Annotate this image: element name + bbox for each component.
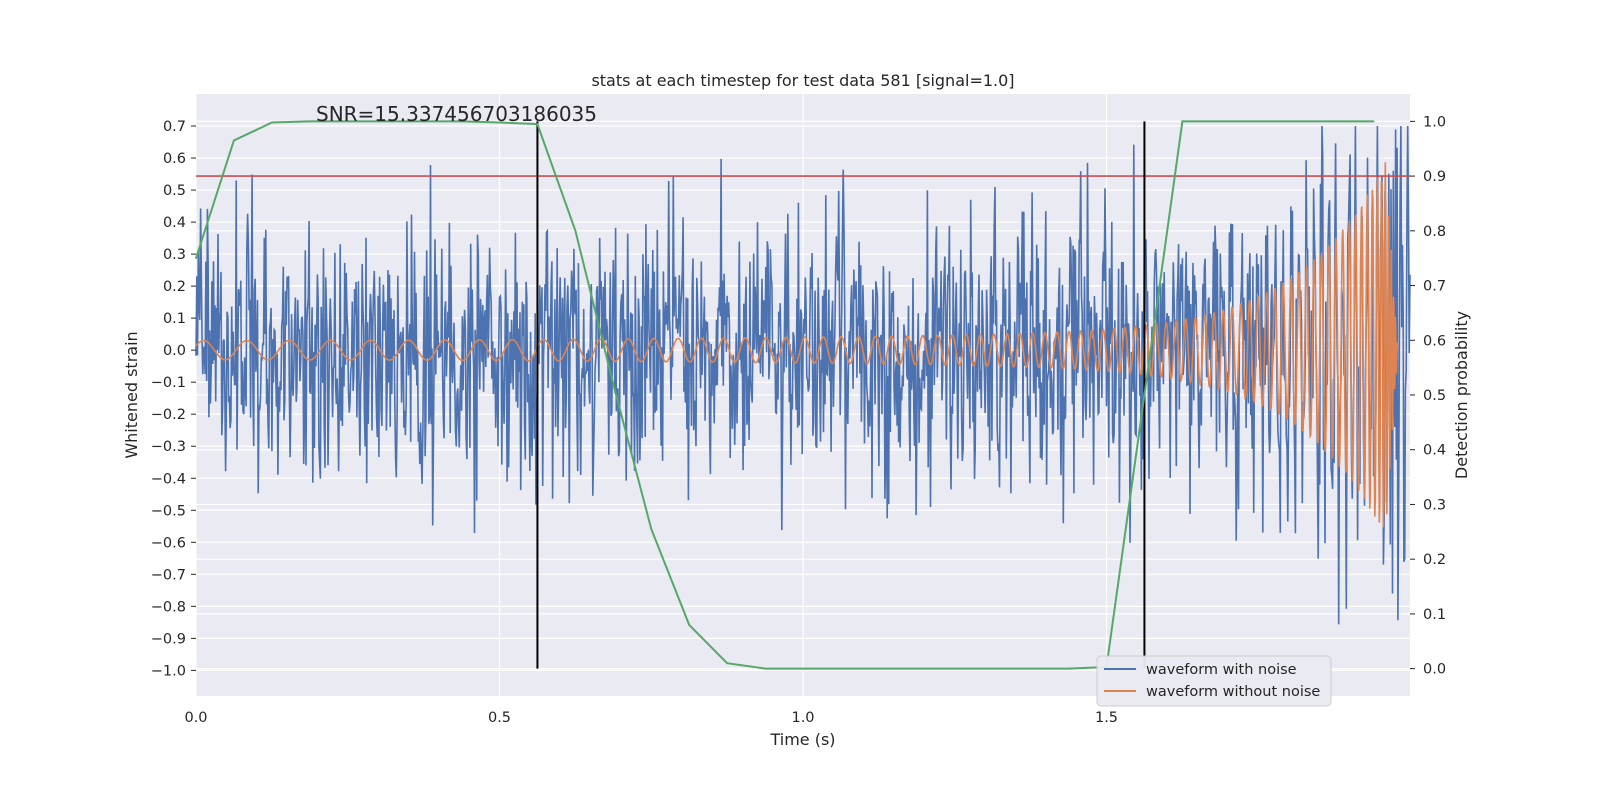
legend: waveform with noise waveform without noi… [1096,655,1332,707]
y-right-tick-label: 0.3 [1423,497,1446,513]
detection-probability-point [384,120,387,123]
y-left-tick-label: −0.1 [151,375,186,391]
detection-probability-point [764,667,766,670]
y-left-tick-label: 0.4 [163,215,186,231]
detection-probability-point [1219,120,1222,123]
detection-probability-point [233,139,235,142]
legend-label-waveform-with-noise: waveform with noise [1146,662,1297,678]
detection-probability-point [1257,120,1260,123]
x-axis-label: Time (s) [769,730,835,749]
detection-probability-point [1181,120,1184,123]
legend-label-waveform-without-noise: waveform without noise [1146,684,1320,700]
detection-probability-point [612,383,615,385]
y-left-tick-labels: 0.7 0.6 0.5 0.4 0.3 0.2 0.1 0.0 −0.1 −0.2 −0.3 −0.4… [151,119,196,679]
y-right-tick-labels: 1.0 0.9 0.8 0.7 0.6 0.5 0.4 0.3 0.2 0.1 0.0 [1410,114,1446,678]
y-left-tick-label: −0.7 [151,567,186,583]
detection-probability-point [1295,120,1297,123]
detection-probability-point [422,120,425,123]
chart-title: stats at each timestep for test data 581… [591,71,1014,90]
detection-probability-point [1029,667,1032,670]
x-tick-labels: 0.0 0.5 1.0 1.5 [184,710,1118,726]
y-left-tick-label: −0.8 [151,599,186,615]
series-waveform-without-noise [195,162,1399,528]
y-left-tick-label: −1.0 [151,663,186,679]
detection-probability-point [347,120,349,123]
detection-probability-point [309,120,311,123]
y-right-tick-label: 0.5 [1423,388,1446,404]
series-detection-probability [195,120,1374,670]
y-left-tick-label: 0.2 [163,279,186,295]
snr-annotation: SNR=15.337456703186035 [316,102,597,126]
detection-probability-point [536,123,539,125]
detection-probability-point [195,257,197,260]
detection-probability-point [954,667,956,670]
x-tick-label: 1.0 [791,710,814,726]
detection-probability-point [1333,120,1335,123]
y-left-tick-label: −0.6 [151,535,186,551]
y-left-tick-label: 0.5 [163,183,186,199]
y-left-tick-label: −0.2 [151,407,186,423]
y-right-tick-label: 0.2 [1423,552,1446,568]
x-tick-label: 1.5 [1095,710,1118,726]
detection-probability-point [991,667,994,670]
detection-probability-point [878,667,880,670]
y-right-tick-label: 0.7 [1423,279,1446,295]
detection-probability-point [1143,394,1146,396]
y-left-tick-label: 0.3 [163,247,186,263]
y-left-tick-label: −0.9 [151,631,186,647]
y-right-tick-label: 1.0 [1423,114,1446,130]
x-tick-label: 0.0 [184,710,207,726]
y-right-tick-label: 0.9 [1423,169,1446,185]
y-right-tick-label: 0.1 [1423,607,1446,623]
y-left-tick-label: 0.0 [163,343,186,359]
detection-probability-point [726,662,728,664]
detection-probability-point [688,624,690,626]
y-right-tick-label: 0.0 [1423,662,1446,678]
detection-probability-point [916,667,918,670]
detection-probability-point [271,121,273,124]
series-layer [195,120,1411,670]
y-right-tick-label: 0.6 [1423,333,1446,349]
y-left-tick-label: 0.6 [163,151,186,167]
y-left-tick-label: −0.3 [151,439,186,455]
y-right-tick-label: 0.4 [1423,443,1446,459]
detection-probability-point [840,667,842,670]
detection-probability-point [650,528,653,530]
detection-probability-point [1372,120,1375,123]
y-axis-label-right: Detection probability [1452,311,1471,479]
detection-probability-point [802,667,804,670]
x-tick-label: 0.5 [488,710,511,726]
detection-probability-point [460,120,463,123]
legend-box [1096,655,1332,707]
detection-probability-point [1067,667,1070,670]
y-left-tick-label: −0.4 [151,471,186,487]
y-left-tick-label: 0.7 [163,119,186,135]
y-right-tick-label: 0.8 [1423,224,1446,240]
y-left-tick-label: 0.1 [163,311,186,327]
detection-probability-point [574,230,577,232]
y-left-tick-label: −0.5 [151,503,186,519]
y-axis-label-left: Whitened strain [122,331,141,458]
detection-probability-point [498,121,501,124]
